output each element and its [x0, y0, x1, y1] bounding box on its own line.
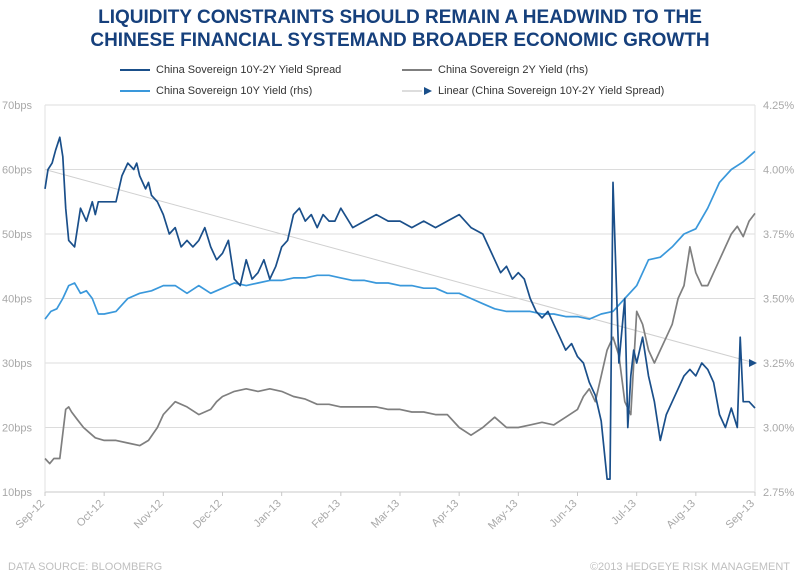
chart-title-line-2: CHINESE FINANCIAL SYSTEMAND BROADER ECON…: [90, 30, 710, 51]
x-tick-label: Jul-13: [609, 498, 639, 528]
x-tick-label: May-13: [486, 498, 520, 532]
y-left-tick-label: 60bps: [2, 165, 32, 177]
y-left-tick-label: 40bps: [2, 294, 32, 306]
x-tick-label: Oct-12: [74, 498, 106, 530]
x-tick-label: Mar-13: [369, 498, 402, 531]
y-right-tick-label: 3.50%: [763, 294, 794, 306]
copyright-note: ©2013 HEDGEYE RISK MANAGEMENT: [589, 561, 790, 573]
y-left-tick-label: 50bps: [2, 229, 32, 241]
chart-title-line-1: LIQUIDITY CONSTRAINTS SHOULD REMAIN A HE…: [98, 7, 702, 28]
x-tick-label: Dec-12: [191, 498, 225, 532]
legend-swatch-yield-2y: [402, 69, 432, 71]
legend-label-yield-10y: China Sovereign 10Y Yield (rhs): [156, 85, 313, 97]
legend-item-linear: Linear (China Sovereign 10Y-2Y Yield Spr…: [402, 85, 664, 97]
chart-legend: China Sovereign 10Y-2Y Yield Spread Chin…: [120, 64, 720, 100]
legend-label-spread: China Sovereign 10Y-2Y Yield Spread: [156, 64, 342, 76]
y-right-tick-label: 3.75%: [763, 229, 794, 241]
legend-item-yield-2y: China Sovereign 2Y Yield (rhs): [402, 64, 588, 76]
legend-item-spread: China Sovereign 10Y-2Y Yield Spread: [120, 64, 341, 76]
x-tick-label: Apr-13: [429, 498, 461, 530]
y-left-tick-label: 20bps: [2, 423, 32, 435]
x-tick-label: Nov-12: [132, 498, 166, 532]
series-line-linear: [44, 169, 756, 364]
chart-title: LIQUIDITY CONSTRAINTS SHOULD REMAIN A HE…: [0, 6, 800, 52]
legend-swatch-linear: [402, 87, 432, 95]
legend-label-linear: Linear (China Sovereign 10Y-2Y Yield Spr…: [438, 85, 665, 97]
series-line-spread: [44, 136, 756, 480]
x-tick-label: Sep-13: [724, 498, 758, 532]
x-tick-label: Feb-13: [310, 498, 343, 531]
y-right-tick-label: 4.25%: [763, 100, 794, 112]
legend-swatch-spread: [120, 69, 150, 71]
legend-label-yield-2y: China Sovereign 2Y Yield (rhs): [438, 64, 589, 76]
y-right-tick-label: 3.00%: [763, 423, 794, 435]
x-tick-label: Sep-12: [14, 498, 48, 532]
y-left-tick-label: 30bps: [2, 358, 32, 370]
legend-swatch-yield-10y: [120, 90, 150, 92]
x-tick-label: Jun-13: [547, 498, 579, 530]
legend-item-yield-10y: China Sovereign 10Y Yield (rhs): [120, 85, 312, 97]
x-tick-label: Aug-13: [664, 498, 698, 532]
y-right-tick-label: 3.25%: [763, 358, 794, 370]
y-left-tick-label: 70bps: [2, 100, 32, 112]
y-left-tick-label: 10bps: [2, 487, 32, 499]
data-source-note: DATA SOURCE: BLOOMBERG: [8, 561, 163, 573]
y-right-tick-label: 4.00%: [763, 165, 794, 177]
series-line-yield-2y: [44, 212, 756, 465]
x-tick-label: Jan-13: [252, 498, 284, 530]
series-line-yield-10y: [44, 150, 756, 320]
linear-trend-marker: [749, 359, 757, 367]
y-right-tick-label: 2.75%: [763, 487, 794, 499]
